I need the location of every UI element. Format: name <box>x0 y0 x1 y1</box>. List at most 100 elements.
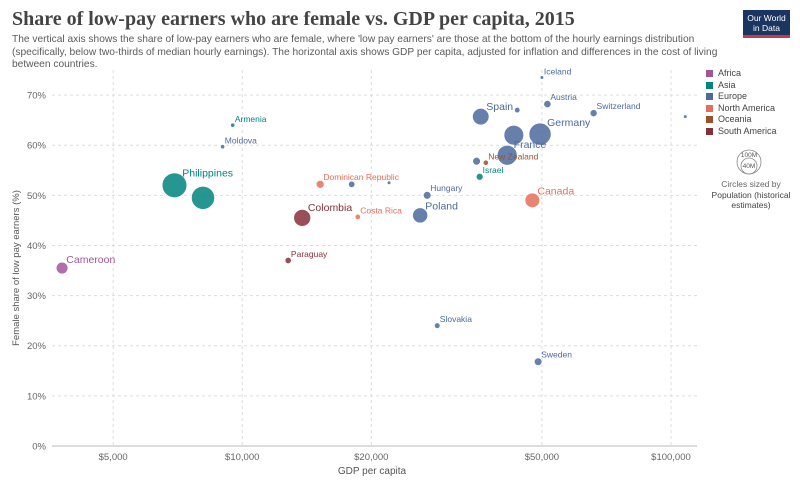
chart-subtitle: The vertical axis shows the share of low… <box>12 34 718 70</box>
size-variable-label: Population (historical estimates) <box>711 190 791 210</box>
data-point[interactable] <box>497 145 518 166</box>
data-point[interactable] <box>230 122 236 128</box>
data-point[interactable] <box>55 261 69 275</box>
logo-accent-bar <box>743 35 790 38</box>
point-label: Spain <box>486 101 513 113</box>
point-label: Poland <box>425 200 458 212</box>
chart-title: Share of low-pay earners who are female … <box>12 8 575 30</box>
point-label: Costa Rica <box>360 205 402 215</box>
x-tick-label: $5,000 <box>99 452 128 463</box>
data-point[interactable] <box>191 185 215 210</box>
point-label: Hungary <box>430 183 463 193</box>
legend-label: Oceania <box>718 114 752 124</box>
legend-item[interactable]: South America <box>706 126 796 138</box>
legend-item[interactable]: Africa <box>706 68 796 80</box>
point-label: Colombia <box>308 202 353 214</box>
data-point[interactable] <box>482 159 489 166</box>
legend-label: South America <box>718 125 777 136</box>
grid-lines <box>52 70 697 447</box>
legend-swatch <box>706 70 713 77</box>
data-point[interactable] <box>539 75 545 80</box>
size-key-small-circle <box>740 157 758 175</box>
point-label: Sweden <box>541 350 572 360</box>
legend-label: Europe <box>718 91 748 101</box>
point-label: New Zealand <box>488 151 538 161</box>
y-tick-label: 30% <box>27 291 47 302</box>
logo-line-2: in Data <box>753 23 780 33</box>
legend-item[interactable]: Oceania <box>706 114 796 126</box>
point-label: France <box>514 139 547 151</box>
data-point[interactable] <box>475 173 484 181</box>
y-tick-label: 20% <box>27 341 47 352</box>
data-point[interactable] <box>161 172 188 198</box>
x-tick-label: $20,000 <box>354 452 388 463</box>
data-point[interactable] <box>683 114 688 119</box>
data-point[interactable] <box>589 109 598 117</box>
data-point[interactable] <box>284 257 292 264</box>
data-point[interactable] <box>293 209 311 227</box>
data-point[interactable] <box>472 108 490 126</box>
data-point[interactable] <box>423 191 432 200</box>
y-tick-label: 10% <box>27 391 47 402</box>
data-point[interactable] <box>503 125 524 146</box>
x-tick-label: $50,000 <box>525 452 559 463</box>
data-point[interactable] <box>354 213 361 220</box>
point-label: Philippines <box>182 168 233 180</box>
data-point[interactable] <box>315 180 325 189</box>
point-label: Armenia <box>235 114 267 124</box>
legend-item[interactable]: Asia <box>706 80 796 92</box>
x-axis-label: GDP per capita <box>338 466 407 477</box>
legend-swatch <box>706 116 713 123</box>
data-point[interactable] <box>524 192 540 208</box>
legend: Africa Asia Europe North America Oceania Sout… <box>706 68 796 137</box>
x-tick-label: $100,000 <box>651 452 691 463</box>
point-labels: Cameroon Philippines Armenia Moldova Paragua… <box>66 67 640 360</box>
legend-swatch <box>706 104 713 112</box>
point-label: Iceland <box>544 67 572 77</box>
point-label: Paraguay <box>291 249 328 259</box>
legend-swatch <box>706 81 713 89</box>
size-key: 100M 40M <box>736 149 762 175</box>
point-label: Moldova <box>225 136 257 146</box>
point-label: Slovakia <box>440 314 472 324</box>
data-point[interactable] <box>528 122 552 146</box>
our-world-in-data-logo[interactable]: Our World in Data <box>743 10 790 38</box>
y-tick-label: 50% <box>27 191 47 202</box>
point-label: Dominican Republic <box>323 172 399 182</box>
data-point[interactable] <box>472 157 481 166</box>
legend-item[interactable]: Europe <box>706 91 796 103</box>
data-point[interactable] <box>220 144 226 150</box>
y-tick-label: 40% <box>27 241 47 252</box>
legend-swatch <box>706 127 713 135</box>
y-tick-label: 0% <box>32 442 46 453</box>
x-tick-label: $10,000 <box>225 452 259 463</box>
data-point[interactable] <box>348 180 356 188</box>
point-label: Switzerland <box>597 101 641 111</box>
data-point[interactable] <box>514 107 521 114</box>
y-tick-label: 70% <box>27 91 47 102</box>
point-label: Cameroon <box>66 254 115 266</box>
size-key-small-label: 40M <box>743 163 756 170</box>
point-label: Germany <box>547 117 591 129</box>
size-note: Circles sized by <box>721 179 781 189</box>
point-label: Canada <box>537 185 574 197</box>
size-key-large-label: 100M <box>741 152 757 159</box>
logo-line-1: Our World <box>747 13 786 23</box>
legend-item[interactable]: North America <box>706 103 796 115</box>
data-point[interactable] <box>534 357 543 366</box>
data-point[interactable] <box>386 180 392 185</box>
axes: 0% 10% 20% 30% 40% 50% 60% 70% $5,000 $10,000 $20,… <box>27 91 691 463</box>
legend-label: Asia <box>718 79 736 90</box>
data-point[interactable] <box>543 100 552 108</box>
legend-label: North America <box>718 102 776 113</box>
legend-label: Africa <box>718 68 742 78</box>
point-label: Israel <box>483 165 504 175</box>
legend-swatch <box>706 93 713 100</box>
data-point[interactable] <box>434 322 441 329</box>
data-point[interactable] <box>412 207 428 224</box>
data-points <box>55 75 688 366</box>
point-label: Austria <box>550 92 577 102</box>
y-tick-label: 60% <box>27 141 47 152</box>
y-axis-label: Female share of low pay earners (%) <box>11 190 22 346</box>
